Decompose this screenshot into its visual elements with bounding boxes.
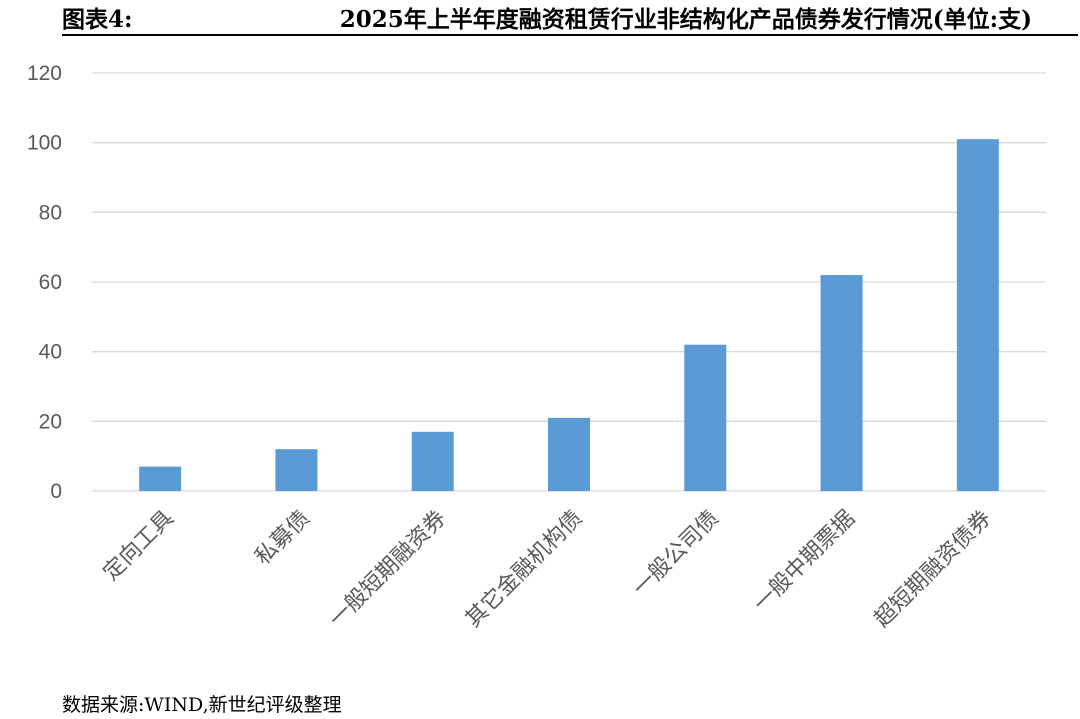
y-tick-label: 40 xyxy=(39,341,62,364)
bar xyxy=(275,449,318,491)
y-tick-label: 60 xyxy=(39,271,62,294)
y-tick-label: 100 xyxy=(27,132,62,155)
bars xyxy=(139,139,999,491)
y-tick-label: 20 xyxy=(39,410,62,433)
grid-lines xyxy=(92,72,1046,492)
chart-title: 图表4: 2025年上半年度融资租赁行业非结构化产品债券发行情况(单位:支) xyxy=(0,0,1080,34)
y-tick-label: 80 xyxy=(39,201,62,224)
chart-title-text: 2025年上半年度融资租赁行业非结构化产品债券发行情况(单位:支) xyxy=(339,6,1032,33)
bar xyxy=(956,139,999,491)
bar xyxy=(411,431,454,491)
source-note: 数据来源:WIND,新世纪评级整理 xyxy=(62,694,342,716)
bar xyxy=(684,344,727,491)
x-category-label: 超短期融资债券 xyxy=(870,506,997,633)
x-category-label: 一般短期融资券 xyxy=(325,506,452,633)
bar xyxy=(548,417,590,491)
x-axis-labels: 定向工具 私募债 一般短期融资券 其它金融机构债 一般公司债 一般中期票据 超短期融资债券 xyxy=(99,506,997,633)
x-category-label: 一般中期票据 xyxy=(749,506,860,617)
bar-chart: 0 20 40 60 80 100 120 定向工具 私募债 一般短期融资券 其它金融机构债 一般公… xyxy=(27,62,1046,633)
y-tick-label: 0 xyxy=(50,480,62,503)
bar xyxy=(820,275,863,491)
chart-title-prefix: 图表4: xyxy=(62,6,133,33)
x-category-label: 其它金融机构债 xyxy=(461,506,588,633)
y-axis-ticks: 0 20 40 60 80 100 120 xyxy=(27,62,62,503)
title-underline xyxy=(62,34,1078,36)
bar xyxy=(139,466,182,491)
x-category-label: 私募债 xyxy=(251,506,315,570)
x-category-label: 一般公司债 xyxy=(628,506,723,601)
y-tick-label: 120 xyxy=(27,62,62,85)
x-category-label: 定向工具 xyxy=(99,506,179,586)
